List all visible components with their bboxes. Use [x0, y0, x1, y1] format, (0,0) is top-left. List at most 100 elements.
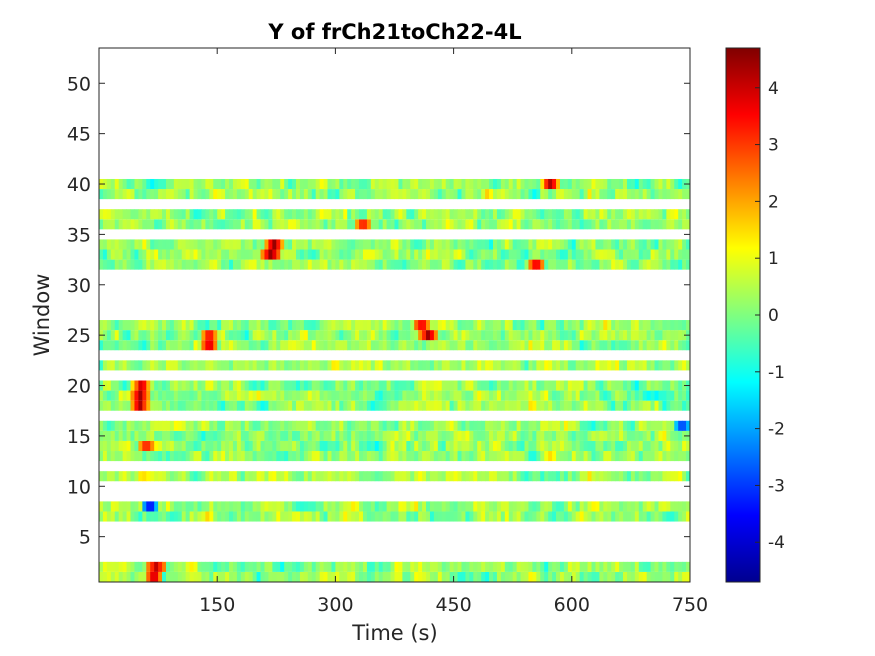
heatmap-cell — [378, 340, 384, 351]
heatmap-cell — [134, 178, 139, 190]
heatmap-cell — [205, 380, 210, 391]
heatmap-cell — [516, 219, 521, 230]
heatmap-cell — [619, 209, 624, 220]
heatmap-cell — [544, 380, 549, 391]
heatmap-cell — [370, 330, 376, 341]
heatmap-cell — [595, 471, 600, 482]
heatmap-cell — [307, 471, 313, 482]
heatmap-cell — [528, 360, 533, 371]
heatmap-cell — [611, 259, 616, 270]
heatmap-cell — [138, 390, 143, 401]
heatmap-cell — [556, 360, 561, 371]
heatmap-cell — [193, 501, 198, 512]
heatmap-cell — [189, 320, 194, 331]
heatmap-cell — [548, 330, 553, 341]
heatmap-cell — [205, 501, 210, 512]
heatmap-cell — [512, 219, 518, 230]
heatmap-cell — [634, 390, 640, 401]
heatmap-cell — [323, 380, 328, 391]
heatmap-cell — [477, 511, 482, 522]
heatmap-cell — [489, 239, 494, 250]
heatmap-cell — [489, 511, 494, 522]
heatmap-cell — [268, 430, 273, 441]
heatmap-cell — [335, 430, 340, 441]
heatmap-cell — [221, 189, 226, 200]
heatmap-cell — [599, 330, 604, 341]
heatmap-cell — [556, 259, 561, 270]
heatmap-cell — [481, 471, 486, 482]
heatmap-cell — [595, 259, 600, 270]
heatmap-cell — [205, 360, 210, 371]
heatmap-cell — [181, 471, 187, 482]
heatmap-cell — [520, 501, 525, 512]
heatmap-cell — [347, 390, 352, 401]
heatmap-cell — [426, 330, 431, 341]
heatmap-cell — [481, 430, 486, 441]
heatmap-cell — [331, 451, 336, 462]
heatmap-cell — [504, 571, 510, 582]
heatmap-cell — [575, 320, 581, 331]
heatmap-cell — [378, 471, 384, 482]
heatmap-cell — [378, 259, 384, 270]
x-tick-label: 450 — [435, 594, 471, 616]
heatmap-cell — [236, 259, 242, 270]
heatmap-cell — [418, 420, 423, 431]
heatmap-cell — [201, 511, 206, 522]
heatmap-cell — [130, 390, 135, 401]
heatmap-cell — [394, 511, 399, 522]
heatmap-cell — [406, 340, 411, 351]
heatmap-cell — [181, 430, 187, 441]
heatmap-cell — [607, 340, 612, 351]
heatmap-cell — [559, 420, 565, 431]
heatmap-cell — [173, 219, 179, 230]
heatmap-cell — [335, 320, 340, 331]
heatmap-cell — [630, 430, 636, 441]
heatmap-cell — [587, 430, 592, 441]
heatmap-cell — [536, 561, 541, 572]
heatmap-cell — [99, 249, 104, 260]
heatmap-cell — [236, 320, 242, 331]
heatmap-cell — [386, 219, 391, 230]
heatmap-cell — [591, 330, 596, 341]
heatmap-cell — [414, 259, 419, 270]
heatmap-cell — [489, 440, 494, 452]
heatmap-cell — [106, 511, 112, 522]
heatmap-cell — [374, 340, 380, 351]
heatmap-cell — [642, 451, 648, 462]
heatmap-cell — [335, 249, 340, 260]
heatmap-cell — [284, 501, 289, 512]
heatmap-cell — [335, 219, 340, 230]
heatmap-cell — [441, 189, 447, 200]
heatmap-cell — [418, 451, 423, 462]
heatmap-cell — [453, 360, 458, 371]
heatmap-cell — [284, 340, 289, 351]
heatmap-cell — [567, 189, 573, 200]
heatmap-cell — [130, 400, 135, 411]
heatmap-cell — [205, 420, 210, 431]
heatmap-cell — [646, 189, 651, 200]
heatmap-cell — [343, 249, 348, 260]
heatmap-cell — [674, 561, 679, 572]
heatmap-cell — [126, 380, 131, 391]
heatmap-cell — [102, 571, 108, 582]
heatmap-cell — [611, 501, 616, 512]
heatmap-cell — [118, 390, 124, 401]
heatmap-cell — [678, 219, 683, 230]
heatmap-cell — [686, 259, 691, 270]
heatmap-cell — [449, 440, 454, 452]
heatmap-cell — [327, 440, 332, 452]
heatmap-cell — [623, 320, 628, 331]
heatmap-cell — [544, 178, 549, 190]
heatmap-cell — [453, 561, 458, 572]
heatmap-cell — [540, 259, 545, 270]
heatmap-cell — [99, 420, 104, 431]
heatmap-cell — [508, 360, 514, 371]
heatmap-cell — [433, 380, 439, 391]
heatmap-cell — [229, 451, 234, 462]
heatmap-cell — [118, 330, 124, 341]
heatmap-cell — [559, 400, 565, 411]
heatmap-cell — [686, 400, 691, 411]
heatmap-cell — [429, 390, 435, 401]
heatmap-cell — [548, 390, 553, 401]
heatmap-cell — [559, 390, 565, 401]
